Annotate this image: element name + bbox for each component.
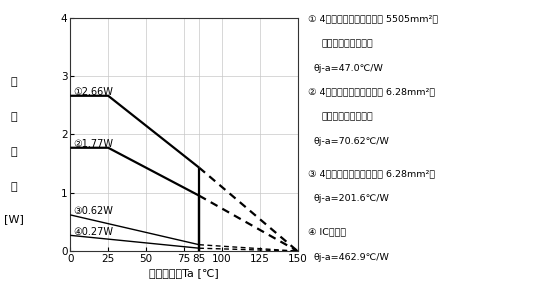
Text: [W]: [W] (4, 214, 23, 224)
Text: θj-a=201.6℃/W: θj-a=201.6℃/W (314, 194, 390, 203)
Text: θj-a=70.62℃/W: θj-a=70.62℃/W (314, 137, 390, 146)
Text: 耗: 耗 (10, 182, 17, 192)
Text: ②1.77W: ②1.77W (74, 139, 114, 149)
Text: ④ IC单体时: ④ IC单体时 (308, 228, 346, 237)
Text: （各层有铜答叠层）: （各层有铜答叠层） (322, 112, 374, 121)
Text: ① 4层基板（表层散热铜答 5505mm²）: ① 4层基板（表层散热铜答 5505mm²） (308, 15, 439, 24)
Text: ② 4层基板（表层散热铜答 6.28mm²）: ② 4层基板（表层散热铜答 6.28mm²） (308, 88, 436, 97)
X-axis label: 周围温度：Ta [℃]: 周围温度：Ta [℃] (149, 268, 219, 278)
Text: ③ 4层基板（表层散热铜答 6.28mm²）: ③ 4层基板（表层散热铜答 6.28mm²） (308, 169, 436, 178)
Text: θj-a=47.0℃/W: θj-a=47.0℃/W (314, 64, 384, 73)
Text: 损: 损 (10, 147, 17, 157)
Text: θj-a=462.9℃/W: θj-a=462.9℃/W (314, 253, 390, 262)
Text: ④0.27W: ④0.27W (74, 227, 114, 237)
Text: 容: 容 (10, 77, 17, 87)
Text: ③0.62W: ③0.62W (74, 206, 113, 216)
Text: （各层有铜答叠层）: （各层有铜答叠层） (322, 39, 374, 48)
Text: ①2.66W: ①2.66W (74, 87, 113, 97)
Text: 许: 许 (10, 112, 17, 122)
